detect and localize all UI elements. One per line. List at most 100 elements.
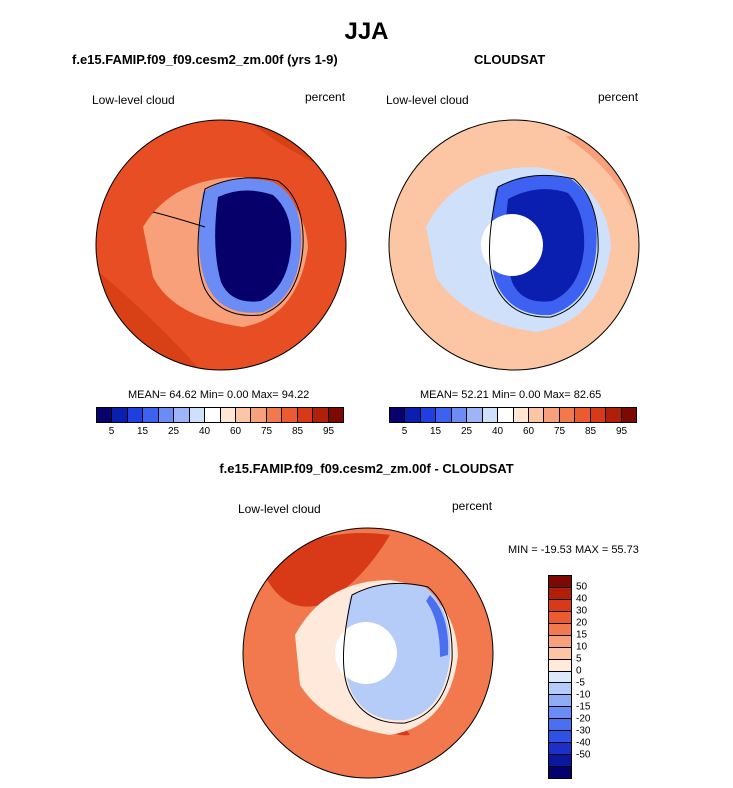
colorbar-tick-label: -5 xyxy=(576,677,585,689)
map-border xyxy=(388,119,640,371)
colorbar-tick-label: 95 xyxy=(615,426,628,437)
colorbar-swatch xyxy=(188,408,205,422)
colorbar-tick-label: 15 xyxy=(576,629,588,641)
coastline xyxy=(152,177,304,316)
colorbar-tick-label: 75 xyxy=(553,426,566,437)
colorbar-swatch xyxy=(219,408,235,422)
colorbar-tick-label: -10 xyxy=(576,689,591,701)
panel-obs-variable: Low-level cloud xyxy=(386,93,469,107)
colorbar-tick-label: 20 xyxy=(576,617,588,629)
colorbar-swatch xyxy=(404,408,420,422)
panel-obs-units: percent xyxy=(598,90,639,104)
panel-diff-variable: Low-level cloud xyxy=(238,502,321,516)
colorbar-swatch xyxy=(549,634,571,647)
colorbar-swatch xyxy=(435,408,451,422)
panel-model-stats: MEAN= 64.62 Min= 0.00 Max= 94.22 xyxy=(128,389,310,401)
colorbar-swatch xyxy=(549,754,571,766)
colorbar-tick-label: -30 xyxy=(576,725,591,737)
model-polar-map xyxy=(95,119,347,371)
colorbar-swatch xyxy=(558,408,575,422)
map-border xyxy=(242,527,494,779)
colorbar-swatch xyxy=(111,408,127,422)
colorbar-swatch xyxy=(549,718,571,731)
colorbar-swatch xyxy=(173,408,189,422)
colorbar-swatch xyxy=(527,408,544,422)
colorbar-tick-label: 50 xyxy=(576,581,588,593)
map-continent-core xyxy=(215,190,292,302)
colorbar-tick-label: -40 xyxy=(576,737,591,749)
colorbar-swatch xyxy=(296,408,313,422)
colorbar-swatch xyxy=(312,408,328,422)
colorbar-tick-label: 25 xyxy=(460,426,473,437)
colorbar-tick-label: 60 xyxy=(522,426,535,437)
model-colorbar xyxy=(96,407,344,423)
obs-colorbar-ticks: 5 15 25 40 60 75 85 95 xyxy=(389,426,637,440)
figure-title: JJA xyxy=(344,18,389,45)
map-border xyxy=(95,119,347,371)
colorbar-swatch xyxy=(549,576,571,587)
colorbar-swatch xyxy=(574,408,590,422)
colorbar-swatch xyxy=(549,610,571,623)
obs-polar-map xyxy=(388,119,640,371)
colorbar-swatch xyxy=(549,706,571,719)
colorbar-tick-label: 15 xyxy=(136,426,149,437)
colorbar-tick-label: 85 xyxy=(291,426,304,437)
colorbar-tick-label: 5 xyxy=(401,426,408,437)
coastline xyxy=(342,582,453,724)
colorbar-tick-label: 85 xyxy=(584,426,597,437)
colorbar-swatch xyxy=(97,408,112,422)
colorbar-swatch xyxy=(549,730,571,743)
colorbar-swatch xyxy=(157,408,174,422)
coastline xyxy=(488,174,599,318)
panel-model-variable: Low-level cloud xyxy=(92,93,175,107)
colorbar-swatch xyxy=(497,408,513,422)
colorbar-swatch xyxy=(549,742,571,755)
panel-diff-units: percent xyxy=(452,499,493,513)
map-ocean-band xyxy=(260,533,410,736)
colorbar-tick-label: 30 xyxy=(576,605,588,617)
diff-polar-map xyxy=(242,527,494,779)
colorbar-swatch xyxy=(605,408,621,422)
colorbar-swatch xyxy=(549,682,571,695)
colorbar-swatch xyxy=(549,646,571,659)
map-continent-edge xyxy=(426,595,449,657)
colorbar-swatch xyxy=(543,408,559,422)
colorbar-swatch xyxy=(549,598,571,611)
colorbar-tick-label: 40 xyxy=(576,593,588,605)
colorbar-tick-label: 5 xyxy=(576,653,582,665)
map-continent-interior xyxy=(344,583,451,721)
diff-colorbar-ticks: 50 40 30 20 15 10 5 0 -5 -10 -15 -20 -30 -40 -50 xyxy=(576,575,616,779)
colorbar-tick-label: -50 xyxy=(576,749,591,761)
colorbar-tick-label: -15 xyxy=(576,701,591,713)
colorbar-tick-label: 25 xyxy=(167,426,180,437)
colorbar-swatch xyxy=(204,408,220,422)
colorbar-swatch xyxy=(549,658,571,671)
panel-model-title: f.e15.FAMIP.f09_f09.cesm2_zm.00f (yrs 1-… xyxy=(72,52,338,67)
missing-data-hole xyxy=(335,622,397,684)
colorbar-tick-label: 5 xyxy=(108,426,115,437)
colorbar-swatch xyxy=(327,408,343,422)
colorbar-swatch xyxy=(589,408,606,422)
colorbar-swatch xyxy=(481,408,498,422)
colorbar-swatch xyxy=(265,408,282,422)
model-colorbar-ticks: 5 15 25 40 60 75 85 95 xyxy=(96,426,344,440)
colorbar-swatch xyxy=(549,766,571,778)
colorbar-tick-label: 75 xyxy=(260,426,273,437)
panel-obs-title: CLOUDSAT xyxy=(474,52,546,67)
colorbar-swatch xyxy=(142,408,158,422)
colorbar-swatch xyxy=(419,408,436,422)
colorbar-swatch xyxy=(549,622,571,635)
colorbar-swatch xyxy=(549,670,571,683)
diff-colorbar xyxy=(548,575,572,779)
colorbar-tick-label: 0 xyxy=(576,665,582,677)
colorbar-swatch xyxy=(281,408,297,422)
colorbar-tick-label: 40 xyxy=(491,426,504,437)
colorbar-tick-label: 15 xyxy=(429,426,442,437)
colorbar-tick-label: 40 xyxy=(198,426,211,437)
colorbar-tick-label: 10 xyxy=(576,641,588,653)
obs-colorbar xyxy=(389,407,637,423)
panel-diff-title: f.e15.FAMIP.f09_f09.cesm2_zm.00f - CLOUD… xyxy=(219,461,514,476)
colorbar-swatch xyxy=(512,408,528,422)
colorbar-tick-label: 95 xyxy=(322,426,335,437)
colorbar-swatch xyxy=(250,408,266,422)
